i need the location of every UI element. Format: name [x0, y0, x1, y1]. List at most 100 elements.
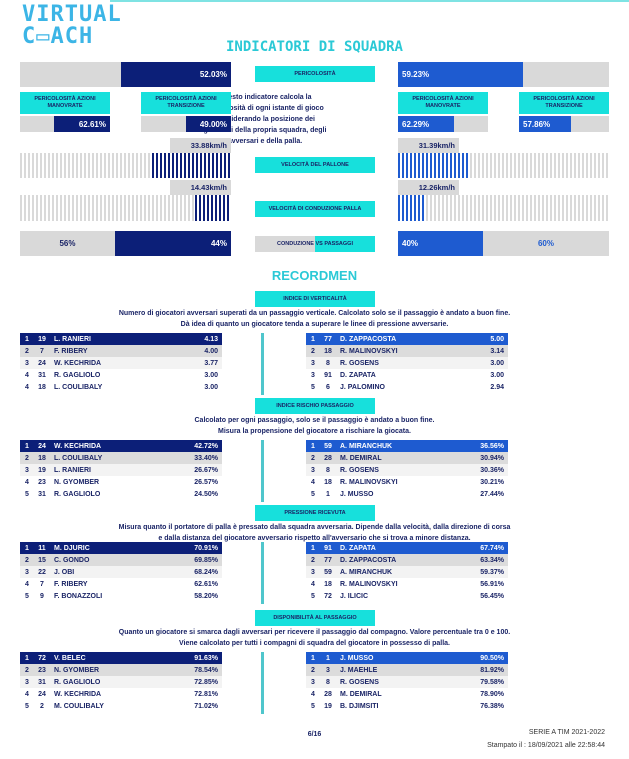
table-row: 2 23 N. GYOMBER 78.54%: [20, 664, 222, 676]
value: 3.00: [204, 371, 218, 379]
jersey-number: 18: [324, 478, 332, 486]
away-ranking-table: 1 91 D. ZAPATA 67.74% 2 77 D. ZAPPACOSTA 63.34%…: [306, 542, 508, 602]
value: 26.67%: [194, 466, 218, 474]
player-name: J. OBI: [54, 568, 75, 576]
jersey-number: 1: [326, 490, 330, 498]
value: 69.85%: [194, 556, 218, 564]
away-pericolosita-bar: 59.23%: [398, 62, 609, 87]
table-divider: [261, 440, 264, 502]
table-row: 3 8 R. GOSENS 30.36%: [306, 464, 508, 476]
rank: 1: [311, 654, 315, 662]
away-ranking-table: 1 59 A. MIRANCHUK 36.56% 2 28 M. DEMIRAL 30.94%…: [306, 440, 508, 500]
rank: 1: [25, 335, 29, 343]
home-conduzione-passaggi-bar: 56% 44%: [20, 231, 231, 256]
league-label: SERIE A TIM 2021-2022: [528, 729, 605, 736]
recordmen-title: RECORDMEN: [271, 268, 358, 283]
player-name: F. RIBERY: [54, 580, 88, 588]
value: 91.63%: [194, 654, 218, 662]
player-name: A. MIRANCHUK: [340, 442, 393, 450]
player-name: L. COULIBALY: [54, 454, 103, 462]
player-name: B. DJIMSITI: [340, 702, 379, 710]
player-name: M. DJURIC: [54, 544, 90, 552]
table-row: 2 7 F. RIBERY 4.00: [20, 345, 222, 357]
value: 76.38%: [480, 702, 504, 710]
home-ranking-table: 1 11 M. DJURIC 70.91% 2 15 C. GONDO 69.85% 3 22 J.…: [20, 542, 222, 602]
description-line: Quanto un giocatore si smarca dagli avve…: [118, 629, 511, 636]
value: 90.50%: [480, 654, 504, 662]
section-label: INDICE RISCHIO PASSAGGIO: [255, 398, 375, 414]
home-pericolosita-bar: 52.03%: [20, 62, 231, 87]
away-velocita-pallone-bar: [398, 153, 609, 178]
description-line: Misura quanto il portatore di palla è pr…: [118, 524, 511, 531]
rank: 4: [25, 478, 29, 486]
rank: 5: [311, 490, 315, 498]
player-name: M. COULIBALY: [54, 702, 104, 710]
player-name: F. RIBERY: [54, 347, 88, 355]
home-velocita-conduzione-value: 14.43km/h: [170, 180, 231, 195]
value: 4.00: [204, 347, 218, 355]
table-row: 3 59 A. MIRANCHUK 59.37%: [306, 566, 508, 578]
table-row: 3 91 D. ZAPATA 3.00: [306, 369, 508, 381]
away-passaggi-value: 60%: [537, 239, 554, 248]
rank: 2: [311, 454, 315, 462]
rank: 3: [311, 466, 315, 474]
player-name: N. GYOMBER: [54, 478, 100, 486]
away-manovrate-bar: 62.29%: [398, 116, 488, 132]
player-name: D. ZAPATA: [340, 544, 376, 552]
value: 56.91%: [480, 580, 504, 588]
table-row: 4 31 R. GAGLIOLO 3.00: [20, 369, 222, 381]
rank: 3: [25, 359, 29, 367]
section-description: Quanto un giocatore si smarca dagli avve…: [0, 627, 629, 649]
section-description: Calcolato per ogni passaggio, solo se il…: [0, 415, 629, 437]
rank: 2: [25, 556, 29, 564]
value: 36.56%: [480, 442, 504, 450]
rank: 5: [311, 702, 315, 710]
away-velocita-conduzione-value: 12.26km/h: [398, 180, 459, 195]
player-name: R. GOSENS: [340, 359, 379, 367]
rank: 5: [311, 383, 315, 391]
section-label: PRESSIONE RICEVUTA: [255, 505, 375, 521]
player-name: J. MAEHLE: [340, 666, 378, 674]
jersey-number: 1: [326, 654, 330, 662]
rank: 4: [25, 690, 29, 698]
home-pericolosita-value: 52.03%: [199, 70, 227, 79]
value: 3.14: [490, 347, 504, 355]
away-conduzione-passaggi-bar: 40% 60%: [398, 231, 609, 256]
section-description: Numero di giocatori avversari superati d…: [0, 308, 629, 330]
player-name: F. BONAZZOLI: [54, 592, 103, 600]
away-ranking-table: 1 1 J. MUSSO 90.50% 2 3 J. MAEHLE 81.92% 3 8 R. GO…: [306, 652, 508, 712]
player-name: A. MIRANCHUK: [340, 568, 393, 576]
player-name: J. MUSSO: [340, 490, 374, 498]
rank: 3: [25, 678, 29, 686]
jersey-number: 77: [324, 335, 332, 343]
jersey-number: 77: [324, 556, 332, 564]
value: 30.36%: [480, 466, 504, 474]
rank: 4: [311, 580, 315, 588]
player-name: L. RANIERI: [54, 335, 91, 343]
away-velocita-pallone-value: 31.39km/h: [398, 138, 459, 153]
rank: 2: [25, 454, 29, 462]
jersey-number: 23: [38, 478, 46, 486]
player-name: R. MALINOVSKYI: [340, 580, 398, 588]
jersey-number: 6: [326, 383, 330, 391]
home-transizione-label: PERICOLOSITÀ AZIONI TRANSIZIONE: [141, 92, 231, 114]
value: 5.00: [490, 335, 504, 343]
jersey-number: 18: [38, 454, 46, 462]
rank: 2: [25, 347, 29, 355]
table-row: 1 91 D. ZAPATA 67.74%: [306, 542, 508, 554]
player-name: R. GAGLIOLO: [54, 490, 101, 498]
table-row: 2 28 M. DEMIRAL 30.94%: [306, 452, 508, 464]
jersey-number: 91: [324, 371, 332, 379]
value: 2.94: [490, 383, 504, 391]
description-line: Numero di giocatori avversari superati d…: [118, 310, 511, 317]
rank: 3: [311, 568, 315, 576]
away-pericolosita-value: 59.23%: [402, 70, 430, 79]
rank: 5: [25, 702, 29, 710]
logo-line1: VIRTUAL: [22, 2, 122, 27]
home-manovrate-value: 62.61%: [78, 119, 106, 129]
table-row: 5 1 J. MUSSO 27.44%: [306, 488, 508, 500]
player-name: L. RANIERI: [54, 466, 91, 474]
rank: 1: [311, 442, 315, 450]
table-row: 3 8 R. GOSENS 79.58%: [306, 676, 508, 688]
player-name: R. GAGLIOLO: [54, 678, 101, 686]
